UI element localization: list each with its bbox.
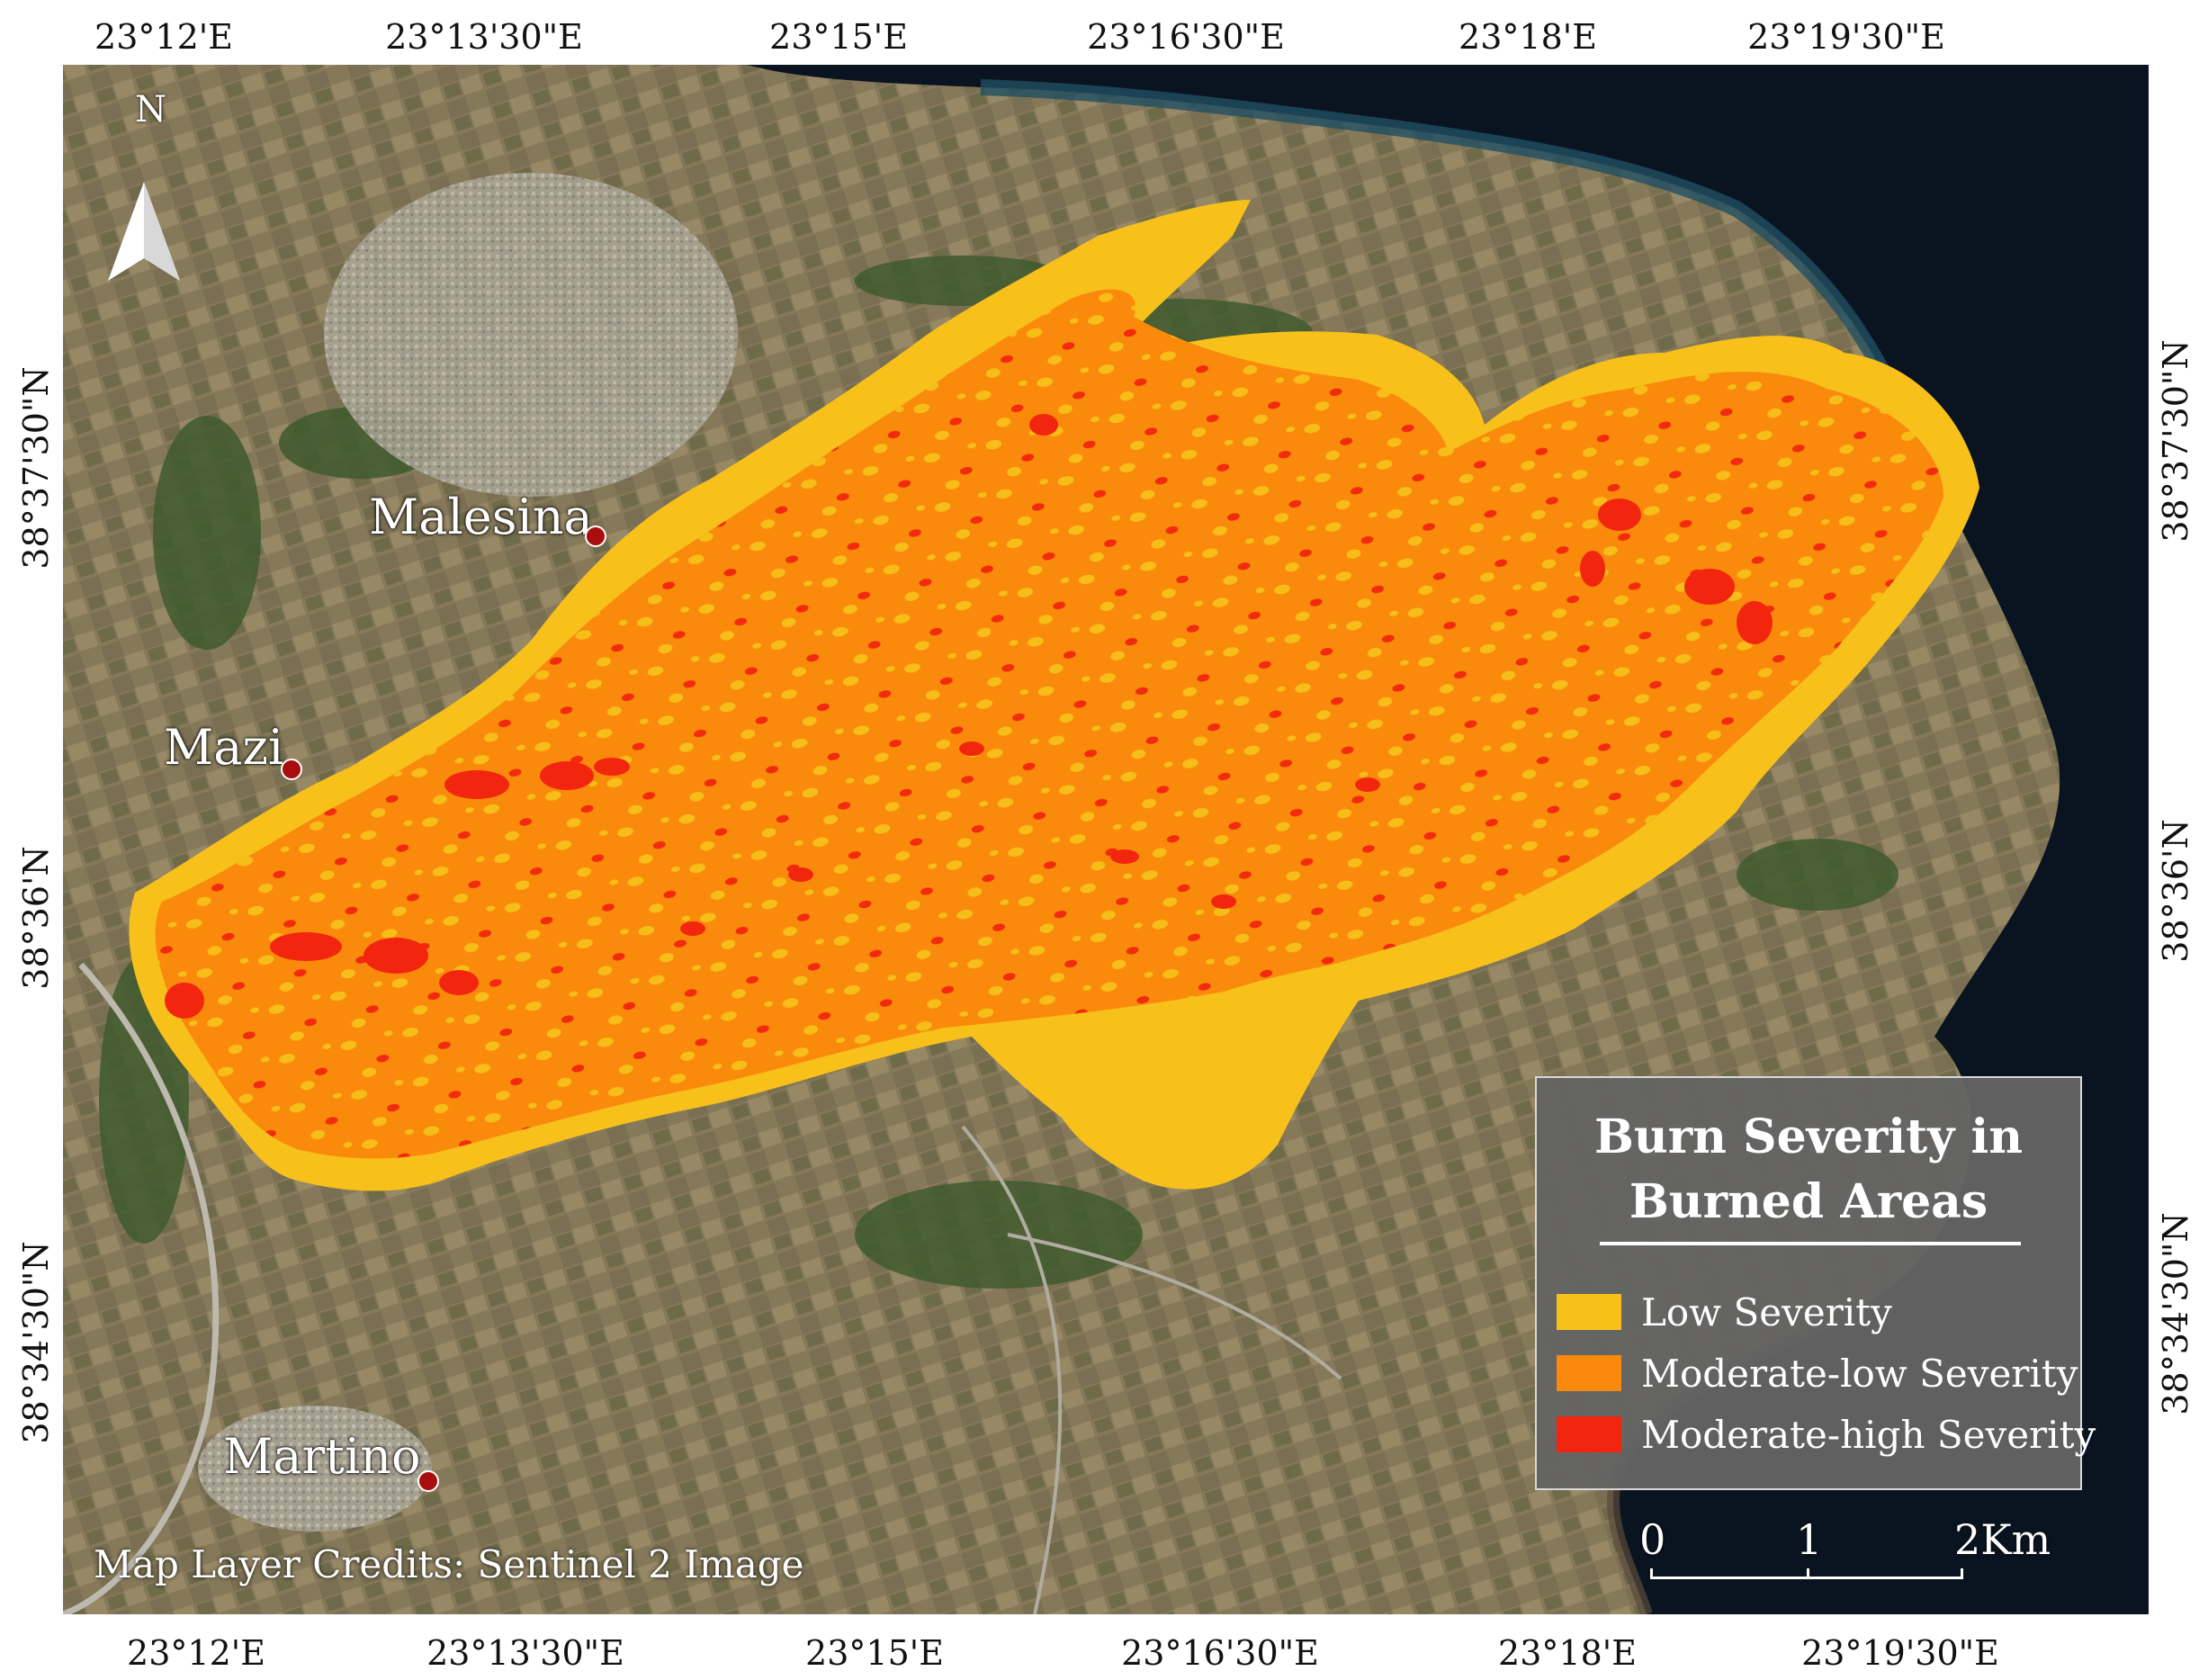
legend-swatch-moderate-high xyxy=(1557,1416,1621,1452)
scale-bar-tick xyxy=(1807,1568,1809,1579)
legend-label-moderate-high: Moderate-high Severity xyxy=(1641,1413,2096,1457)
legend-swatch-moderate-low xyxy=(1557,1355,1621,1391)
north-arrow-label: N xyxy=(135,89,166,130)
place-label-mazi: Mazi xyxy=(164,719,284,776)
top-tick-label: 23°16'30"E xyxy=(1087,17,1285,57)
legend-swatch-low xyxy=(1557,1294,1621,1330)
right-tick-label: 38°34'30"N xyxy=(2156,1212,2195,1415)
scale-label: 2Km xyxy=(1954,1515,2051,1564)
top-tick-label: 23°15'E xyxy=(769,17,908,57)
right-tick-label: 38°37'30"N xyxy=(2156,339,2195,543)
road xyxy=(1007,1233,1342,1380)
right-tick-label: 38°36'N xyxy=(2156,819,2195,963)
place-label-malesina: Malesina xyxy=(369,489,593,545)
map-credits: Map Layer Credits: Sentinel 2 Image xyxy=(94,1542,804,1586)
place-marker-mazi xyxy=(281,759,302,780)
top-tick-label: 23°19'30"E xyxy=(1747,17,1945,57)
legend-label-low: Low Severity xyxy=(1641,1290,1892,1334)
left-tick-label: 38°37'30"N xyxy=(16,366,56,570)
legend-label-moderate-low: Moderate-low Severity xyxy=(1641,1352,2078,1396)
bottom-tick-label: 23°16'30"E xyxy=(1121,1633,1319,1673)
road xyxy=(63,962,220,1614)
settlement-area xyxy=(324,173,738,497)
top-tick-label: 23°12'E xyxy=(94,17,233,57)
burn-area-speckle xyxy=(155,289,1943,1159)
coastline xyxy=(980,79,1925,446)
scale-label: 0 xyxy=(1639,1515,1666,1564)
legend-divider xyxy=(1600,1242,2021,1245)
bottom-tick-label: 23°12'E xyxy=(127,1633,265,1673)
left-tick-label: 38°36'N xyxy=(16,846,56,990)
legend-title: Burn Severity in Burned Areas xyxy=(1537,1105,2080,1235)
legend-title-line: Burned Areas xyxy=(1629,1174,1988,1229)
bottom-tick-label: 23°13'30"E xyxy=(426,1633,624,1673)
settlement-area xyxy=(198,1406,432,1532)
top-tick-label: 23°13'30"E xyxy=(385,17,583,57)
burn-area-moderate-high-severity xyxy=(165,414,1773,1019)
bottom-tick-label: 23°19'30"E xyxy=(1801,1633,1999,1673)
legend-title-line: Burn Severity in xyxy=(1593,1110,2024,1164)
place-label-martino: Martino xyxy=(223,1428,421,1485)
north-arrow-icon xyxy=(108,182,180,281)
place-marker-martino xyxy=(417,1470,439,1492)
place-marker-malesina xyxy=(585,526,606,547)
bottom-tick-label: 23°18'E xyxy=(1498,1633,1637,1673)
left-tick-label: 38°34'30"N xyxy=(16,1241,56,1444)
map-legend: Burn Severity in Burned Areas Low Severi… xyxy=(1535,1076,2096,1490)
bottom-tick-label: 23°15'E xyxy=(805,1633,944,1673)
top-tick-label: 23°18'E xyxy=(1459,17,1597,57)
scale-label: 1 xyxy=(1796,1515,1823,1564)
road xyxy=(961,1125,1063,1614)
